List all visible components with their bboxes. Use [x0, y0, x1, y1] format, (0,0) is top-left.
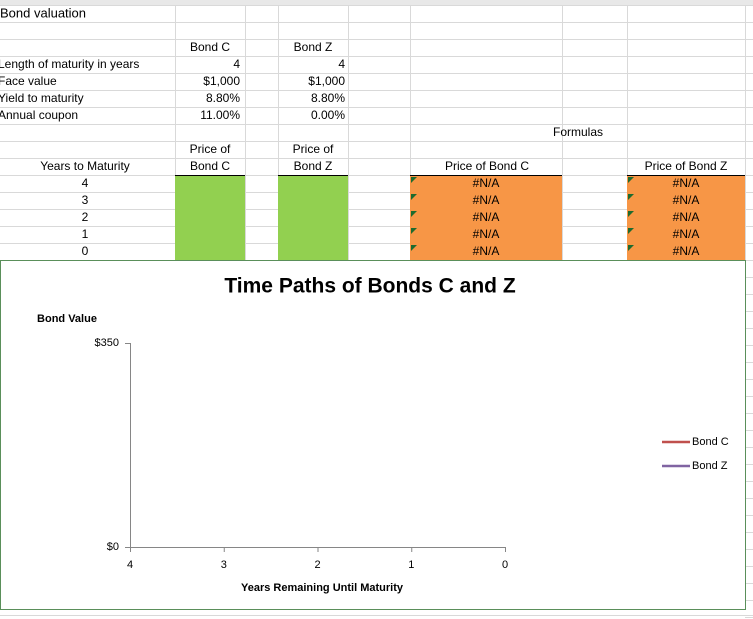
input-value: 4 — [338, 57, 345, 71]
chart-area — [0, 260, 746, 610]
column-header: Bond C — [190, 159, 230, 173]
y-tick-label: $350 — [95, 337, 119, 349]
years-cell: 0 — [82, 244, 89, 258]
column-header: Price of Bond Z — [645, 159, 728, 173]
years-cell: 3 — [82, 193, 89, 207]
formula-cell: #N/A — [673, 176, 700, 190]
years-cell: 4 — [82, 176, 89, 190]
cell-indicator — [411, 194, 417, 200]
column-header: Price of Bond C — [445, 159, 529, 173]
x-tick-label: 4 — [127, 559, 133, 571]
sheet-title: Bond valuation — [0, 5, 86, 20]
column-header: Price of — [190, 142, 231, 156]
row-label: Length of maturity in years — [0, 57, 139, 71]
column-header: Years to Maturity — [40, 159, 130, 173]
formula-cell: #N/A — [473, 244, 500, 258]
x-tick-label: 3 — [221, 559, 227, 571]
formula-cell: #N/A — [673, 193, 700, 207]
x-tick-label: 1 — [408, 559, 414, 571]
formula-cell-block — [410, 176, 562, 260]
column-header: Bond Z — [294, 40, 333, 54]
row-label: Face value — [0, 74, 57, 88]
y-axis-title: Bond Value — [37, 313, 97, 325]
x-tick-label: 0 — [502, 559, 508, 571]
price-cell-block — [175, 176, 245, 260]
cell-indicator — [411, 228, 417, 234]
formula-cell-block — [627, 176, 745, 260]
row-label: Yield to maturity — [0, 91, 84, 105]
formula-cell: #N/A — [673, 244, 700, 258]
formula-cell: #N/A — [473, 193, 500, 207]
years-cell: 1 — [82, 227, 89, 241]
input-value: 4 — [233, 57, 240, 71]
formula-cell: #N/A — [473, 227, 500, 241]
formula-cell: #N/A — [473, 210, 500, 224]
input-value: $1,000 — [203, 74, 240, 88]
x-tick-label: 2 — [314, 559, 320, 571]
input-value: 0.00% — [311, 108, 345, 122]
cell-indicator — [628, 194, 634, 200]
formula-cell: #N/A — [473, 176, 500, 190]
formula-cell: #N/A — [673, 210, 700, 224]
cell-indicator — [628, 211, 634, 217]
cell-indicator — [628, 228, 634, 234]
row-label: Annual coupon — [0, 108, 78, 122]
sheet-header-strip — [0, 0, 753, 5]
column-header: Bond C — [190, 40, 230, 54]
legend-label: Bond C — [692, 436, 729, 448]
input-value: 11.00% — [200, 108, 240, 122]
legend-label: Bond Z — [692, 460, 728, 472]
formulas-label: Formulas — [553, 125, 603, 139]
chart-title: Time Paths of Bonds C and Z — [224, 275, 515, 298]
formula-cell: #N/A — [673, 227, 700, 241]
cell-indicator — [628, 245, 634, 251]
input-value: 8.80% — [206, 91, 240, 105]
column-header: Price of — [293, 142, 334, 156]
input-value: $1,000 — [308, 74, 345, 88]
column-header: Bond Z — [294, 159, 333, 173]
cell-indicator — [628, 177, 634, 183]
price-cell-block — [278, 176, 348, 260]
y-tick-label: $0 — [107, 541, 119, 553]
cell-indicator — [411, 245, 417, 251]
x-axis-title: Years Remaining Until Maturity — [241, 582, 404, 594]
input-value: 8.80% — [311, 91, 345, 105]
years-cell: 2 — [82, 210, 89, 224]
cell-indicator — [411, 177, 417, 183]
cell-indicator — [411, 211, 417, 217]
